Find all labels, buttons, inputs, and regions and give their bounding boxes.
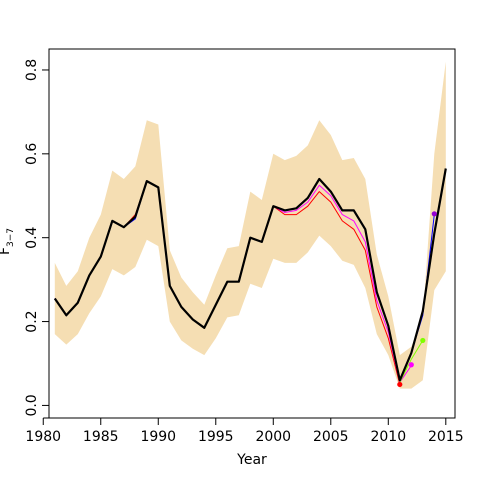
- y-axis-label: F3−7: [0, 228, 16, 255]
- series-line-4: [399, 340, 424, 383]
- x-tick-label: 1985: [83, 429, 119, 445]
- confidence-band-layer: [54, 61, 446, 389]
- endpoint-marker-3: [420, 337, 426, 344]
- confidence-band: [54, 61, 446, 389]
- y-tick-label: 0.4: [24, 226, 40, 248]
- y-tick-label: 0.0: [24, 394, 40, 416]
- series-line-1: [53, 168, 447, 382]
- x-tick-label: 2005: [313, 429, 349, 445]
- endpoint-marker-2: [408, 362, 414, 368]
- y-axis-label-subscript: 3−7: [6, 228, 16, 247]
- endpoint-layer: [397, 211, 437, 388]
- endpoint-marker-4: [431, 211, 437, 217]
- x-tick-label: 2015: [428, 429, 464, 445]
- y-tick-label: 0.6: [24, 143, 40, 165]
- x-tick-label: 1980: [25, 429, 61, 445]
- endpoint-marker-1: [397, 381, 403, 388]
- y-axis: 0.0 0.2 0.4 0.6 0.8: [24, 59, 50, 417]
- y-tick-label: 0.2: [24, 310, 40, 332]
- x-axis-label: Year: [236, 452, 267, 468]
- x-tick-label: 1990: [140, 429, 176, 445]
- y-tick-label: 0.8: [24, 59, 40, 81]
- x-tick-label: 2010: [370, 429, 406, 445]
- x-axis: 1980 1985 1990 1995 2000 2005 2010 2015: [25, 417, 464, 445]
- y-axis-label-main: F: [0, 247, 13, 255]
- x-tick-label: 1995: [198, 429, 234, 445]
- series-layer: [53, 168, 447, 385]
- x-tick-label: 2000: [255, 429, 291, 445]
